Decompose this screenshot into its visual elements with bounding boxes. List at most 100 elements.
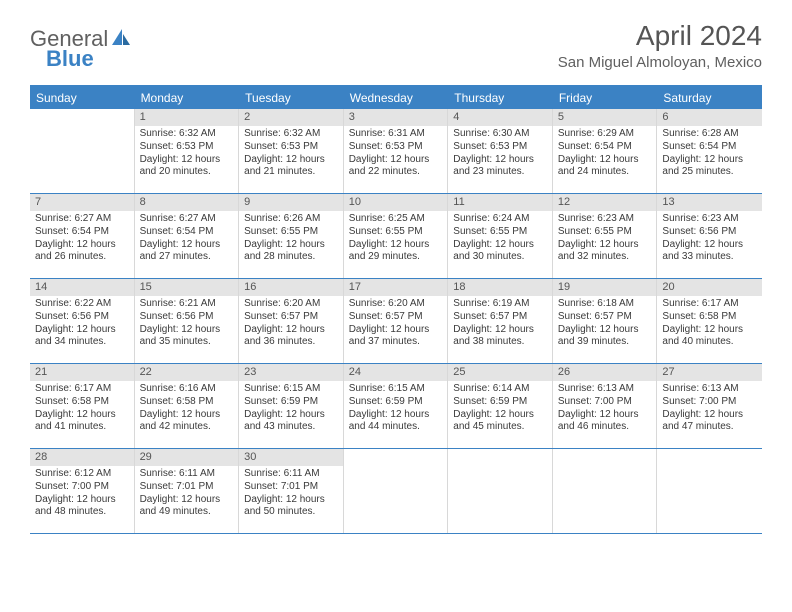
sunset-text: Sunset: 6:58 PM [35,396,129,409]
weeks-container: 1Sunrise: 6:32 AMSunset: 6:53 PMDaylight… [30,109,762,534]
day-number: 9 [239,194,343,211]
day-details: Sunrise: 6:24 AMSunset: 6:55 PMDaylight:… [448,211,552,268]
daylight-text: Daylight: 12 hours and 22 minutes. [349,154,443,180]
day-cell [448,449,553,533]
sunset-text: Sunset: 6:59 PM [349,396,443,409]
day-cell [344,449,449,533]
day-number: 20 [657,279,762,296]
day-details: Sunrise: 6:20 AMSunset: 6:57 PMDaylight:… [344,296,448,353]
day-details [553,466,657,472]
daylight-text: Daylight: 12 hours and 27 minutes. [140,239,234,265]
week-row: 28Sunrise: 6:12 AMSunset: 7:00 PMDayligh… [30,449,762,534]
sunset-text: Sunset: 6:57 PM [558,311,652,324]
day-cell: 4Sunrise: 6:30 AMSunset: 6:53 PMDaylight… [448,109,553,193]
day-number: 26 [553,364,657,381]
sunset-text: Sunset: 6:55 PM [558,226,652,239]
sunset-text: Sunset: 7:01 PM [140,481,234,494]
sunset-text: Sunset: 6:57 PM [453,311,547,324]
sunset-text: Sunset: 6:56 PM [35,311,129,324]
day-cell: 23Sunrise: 6:15 AMSunset: 6:59 PMDayligh… [239,364,344,448]
day-cell: 17Sunrise: 6:20 AMSunset: 6:57 PMDayligh… [344,279,449,363]
week-row: 1Sunrise: 6:32 AMSunset: 6:53 PMDaylight… [30,109,762,194]
daylight-text: Daylight: 12 hours and 36 minutes. [244,324,338,350]
day-details: Sunrise: 6:25 AMSunset: 6:55 PMDaylight:… [344,211,448,268]
day-details [344,466,448,472]
day-number: 19 [553,279,657,296]
title-block: April 2024 San Miguel Almoloyan, Mexico [558,20,762,71]
sunrise-text: Sunrise: 6:14 AM [453,383,547,396]
weekday-header: Tuesday [239,87,344,109]
day-cell: 11Sunrise: 6:24 AMSunset: 6:55 PMDayligh… [448,194,553,278]
sunrise-text: Sunrise: 6:11 AM [244,468,338,481]
day-details: Sunrise: 6:13 AMSunset: 7:00 PMDaylight:… [657,381,762,438]
day-details: Sunrise: 6:27 AMSunset: 6:54 PMDaylight:… [135,211,239,268]
day-number: 6 [657,109,762,126]
day-cell: 26Sunrise: 6:13 AMSunset: 7:00 PMDayligh… [553,364,658,448]
weekday-header-row: Sunday Monday Tuesday Wednesday Thursday… [30,87,762,109]
day-cell: 30Sunrise: 6:11 AMSunset: 7:01 PMDayligh… [239,449,344,533]
day-cell: 22Sunrise: 6:16 AMSunset: 6:58 PMDayligh… [135,364,240,448]
sunset-text: Sunset: 6:59 PM [453,396,547,409]
page-header: General Blue April 2024 San Miguel Almol… [0,0,792,77]
logo: General Blue [30,20,132,52]
daylight-text: Daylight: 12 hours and 21 minutes. [244,154,338,180]
daylight-text: Daylight: 12 hours and 38 minutes. [453,324,547,350]
sunset-text: Sunset: 6:54 PM [35,226,129,239]
sunrise-text: Sunrise: 6:20 AM [244,298,338,311]
day-details [448,466,552,472]
sunrise-text: Sunrise: 6:22 AM [35,298,129,311]
sunrise-text: Sunrise: 6:13 AM [662,383,757,396]
sunrise-text: Sunrise: 6:17 AM [662,298,757,311]
day-cell: 13Sunrise: 6:23 AMSunset: 6:56 PMDayligh… [657,194,762,278]
sunset-text: Sunset: 6:54 PM [140,226,234,239]
sunrise-text: Sunrise: 6:21 AM [140,298,234,311]
sunrise-text: Sunrise: 6:23 AM [558,213,652,226]
weekday-header: Sunday [30,87,135,109]
sunset-text: Sunset: 6:53 PM [244,141,338,154]
day-details: Sunrise: 6:28 AMSunset: 6:54 PMDaylight:… [657,126,762,183]
day-cell: 29Sunrise: 6:11 AMSunset: 7:01 PMDayligh… [135,449,240,533]
sunrise-text: Sunrise: 6:11 AM [140,468,234,481]
sunrise-text: Sunrise: 6:19 AM [453,298,547,311]
day-details: Sunrise: 6:11 AMSunset: 7:01 PMDaylight:… [135,466,239,523]
day-cell: 7 Sunrise: 6:27 AMSunset: 6:54 PMDaylight… [30,194,135,278]
sunset-text: Sunset: 6:56 PM [662,226,757,239]
sunset-text: Sunset: 6:55 PM [244,226,338,239]
daylight-text: Daylight: 12 hours and 28 minutes. [244,239,338,265]
month-title: April 2024 [558,20,762,52]
daylight-text: Daylight: 12 hours and 34 minutes. [35,324,129,350]
day-number [30,109,134,126]
day-number: 23 [239,364,343,381]
sunrise-text: Sunrise: 6:25 AM [349,213,443,226]
location-label: San Miguel Almoloyan, Mexico [558,54,762,71]
sunset-text: Sunset: 6:59 PM [244,396,338,409]
sunrise-text: Sunrise: 6:27 AM [35,213,129,226]
sunrise-text: Sunrise: 6:26 AM [244,213,338,226]
day-cell: 6Sunrise: 6:28 AMSunset: 6:54 PMDaylight… [657,109,762,193]
daylight-text: Daylight: 12 hours and 39 minutes. [558,324,652,350]
sunrise-text: Sunrise: 6:31 AM [349,128,443,141]
sunrise-text: Sunrise: 6:32 AM [140,128,234,141]
day-number [448,449,552,466]
day-number: 7 [30,194,134,211]
sunset-text: Sunset: 6:53 PM [453,141,547,154]
day-number: 22 [135,364,239,381]
day-number: 30 [239,449,343,466]
day-details: Sunrise: 6:17 AMSunset: 6:58 PMDaylight:… [30,381,134,438]
day-number: 13 [657,194,762,211]
sunset-text: Sunset: 6:56 PM [140,311,234,324]
day-number: 17 [344,279,448,296]
day-number: 12 [553,194,657,211]
sunset-text: Sunset: 6:54 PM [558,141,652,154]
day-details: Sunrise: 6:31 AMSunset: 6:53 PMDaylight:… [344,126,448,183]
day-details: Sunrise: 6:12 AMSunset: 7:00 PMDaylight:… [30,466,134,523]
sunset-text: Sunset: 6:55 PM [453,226,547,239]
daylight-text: Daylight: 12 hours and 26 minutes. [35,239,129,265]
week-row: 14Sunrise: 6:22 AMSunset: 6:56 PMDayligh… [30,279,762,364]
sunset-text: Sunset: 7:01 PM [244,481,338,494]
daylight-text: Daylight: 12 hours and 48 minutes. [35,494,129,520]
sunset-text: Sunset: 6:53 PM [349,141,443,154]
daylight-text: Daylight: 12 hours and 24 minutes. [558,154,652,180]
day-details: Sunrise: 6:23 AMSunset: 6:55 PMDaylight:… [553,211,657,268]
day-cell: 25Sunrise: 6:14 AMSunset: 6:59 PMDayligh… [448,364,553,448]
